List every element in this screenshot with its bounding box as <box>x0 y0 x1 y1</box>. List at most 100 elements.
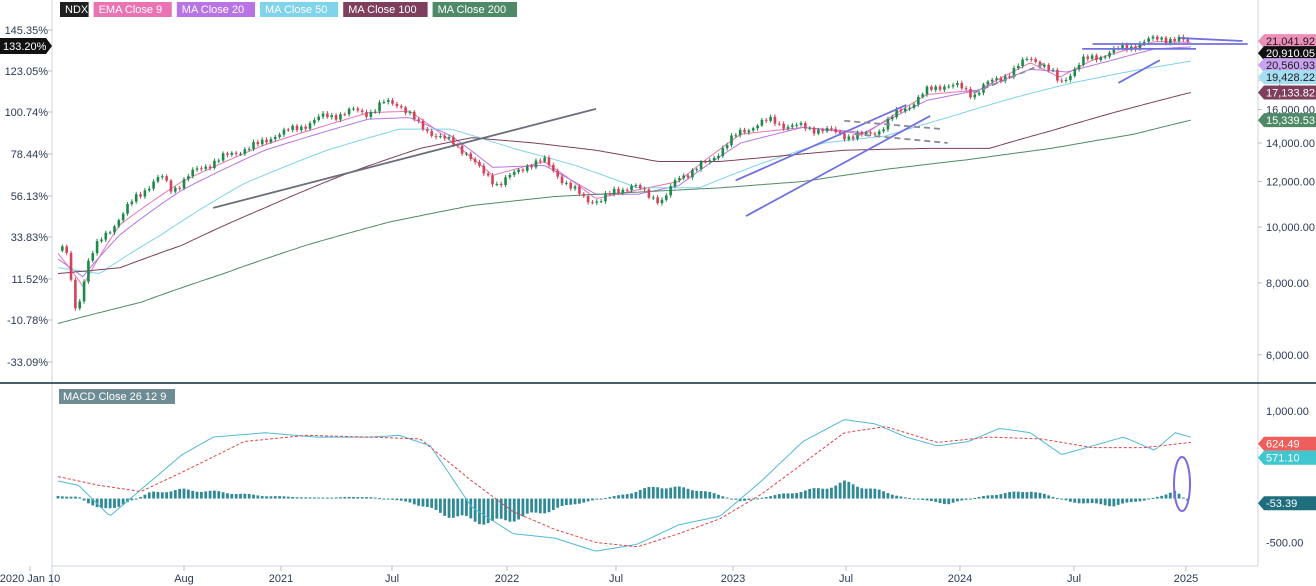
candle-body-180 <box>843 133 846 140</box>
macd-bar-44 <box>247 493 251 499</box>
legend-swatch-5 <box>432 2 517 17</box>
macd-bar-102 <box>499 498 503 519</box>
candle-body-56 <box>304 126 307 129</box>
macd-bar-259 <box>1181 497 1185 499</box>
macd-bar-166 <box>777 494 781 499</box>
candle-body-193 <box>899 109 903 112</box>
legend-label-3: MA Close 50 <box>265 4 327 16</box>
macd-bar-92 <box>456 498 460 517</box>
macd-bar-248 <box>1134 498 1137 502</box>
candle-body-187 <box>873 133 877 135</box>
macd-bar-104 <box>508 498 512 522</box>
macd-bar-132 <box>630 493 633 499</box>
macd-bar-143 <box>677 486 681 499</box>
macd-badge-2 <box>1258 496 1316 511</box>
macd-badge-text-0: 624.49 <box>1266 439 1300 451</box>
candle-body-164 <box>773 116 777 124</box>
macd-bar-195 <box>903 497 907 499</box>
macd-bar-96 <box>473 498 477 522</box>
candle-body-20 <box>147 188 151 191</box>
candle-body-139 <box>665 195 668 200</box>
candle-body-79 <box>404 107 407 114</box>
macd-bar-3 <box>69 496 73 499</box>
left-axis-tick-1: 123.05% <box>5 66 49 78</box>
macd-bar-139 <box>660 488 664 499</box>
candle-body-191 <box>890 117 894 120</box>
macd-bar-169 <box>790 493 794 499</box>
candle-body-40 <box>234 152 238 154</box>
legend-swatch-0 <box>60 2 89 17</box>
macd-bar-88 <box>438 498 442 513</box>
candle-body-259 <box>1186 39 1190 42</box>
macd-bar-105 <box>512 498 516 522</box>
candle-body-0 <box>61 246 64 251</box>
macd-bar-98 <box>482 498 486 525</box>
price-badge-4 <box>1258 85 1316 100</box>
candle-body-216 <box>999 78 1003 82</box>
candle-body-123 <box>595 201 599 203</box>
macd-bar-38 <box>221 492 225 499</box>
macd-bar-32 <box>195 491 199 499</box>
macd-bar-131 <box>625 494 629 499</box>
macd-bar-33 <box>199 491 203 499</box>
candle-body-161 <box>760 119 764 126</box>
candle-body-200 <box>930 86 933 90</box>
candle-body-51 <box>282 129 286 135</box>
candle-body-179 <box>838 132 842 134</box>
candle-body-194 <box>903 108 907 112</box>
candle-body-1 <box>65 246 68 253</box>
candle-body-245 <box>1125 44 1129 50</box>
macd-bar-68 <box>352 496 355 499</box>
candle-body-41 <box>239 153 242 155</box>
candle-body-113 <box>552 165 555 171</box>
macd-bar-163 <box>764 497 768 499</box>
macd-bar-180 <box>838 482 842 499</box>
candle-body-176 <box>825 128 829 132</box>
candle-body-105 <box>517 169 520 172</box>
candle-body-17 <box>134 194 138 202</box>
candle-body-106 <box>521 169 525 171</box>
macd-bar-179 <box>834 485 838 499</box>
macd-bar-82 <box>412 498 416 505</box>
macd-bar-64 <box>334 497 338 499</box>
macd-bar-144 <box>682 487 686 499</box>
ma-line-3 <box>57 92 1191 275</box>
candle-body-203 <box>943 86 946 90</box>
candle-body-239 <box>1099 57 1103 61</box>
macd-bar-46 <box>256 495 260 499</box>
candle-body-64 <box>339 114 342 120</box>
candle-body-49 <box>273 137 277 140</box>
macd-bar-69 <box>356 497 360 499</box>
candle-body-107 <box>525 165 529 171</box>
candle-body-208 <box>964 88 968 90</box>
price-badge-0 <box>1258 34 1316 49</box>
candle-body-89 <box>447 137 451 139</box>
candle-body-136 <box>651 197 655 199</box>
candle-body-163 <box>769 116 772 121</box>
macd-bar-19 <box>139 496 142 499</box>
price-badge-text-1: 20,910.05 <box>1266 48 1315 60</box>
candle-body-94 <box>469 153 473 159</box>
price-badge-text-3: 19,428.22 <box>1266 72 1315 84</box>
macd-bar-150 <box>708 491 712 499</box>
candle-body-195 <box>908 107 911 109</box>
macd-bar-168 <box>786 493 790 499</box>
macd-bar-252 <box>1151 497 1155 499</box>
candle-body-225 <box>1038 61 1042 67</box>
candle-body-80 <box>408 111 412 114</box>
macd-bar-193 <box>895 495 899 499</box>
macd-bar-40 <box>230 493 234 499</box>
macd-bar-224 <box>1029 491 1033 499</box>
legend-label-5: MA Close 200 <box>438 4 506 16</box>
candle-body-255 <box>1169 38 1172 44</box>
candle-body-170 <box>799 123 803 125</box>
candle-body-169 <box>795 124 798 126</box>
candle-body-117 <box>569 182 573 189</box>
candle-body-93 <box>465 153 468 155</box>
macd-bar-94 <box>465 498 468 516</box>
macd-bar-91 <box>452 498 455 518</box>
macd-bar-35 <box>208 490 212 499</box>
candle-body-81 <box>412 111 416 120</box>
candle-body-66 <box>347 108 351 115</box>
macd-bar-250 <box>1142 498 1146 501</box>
